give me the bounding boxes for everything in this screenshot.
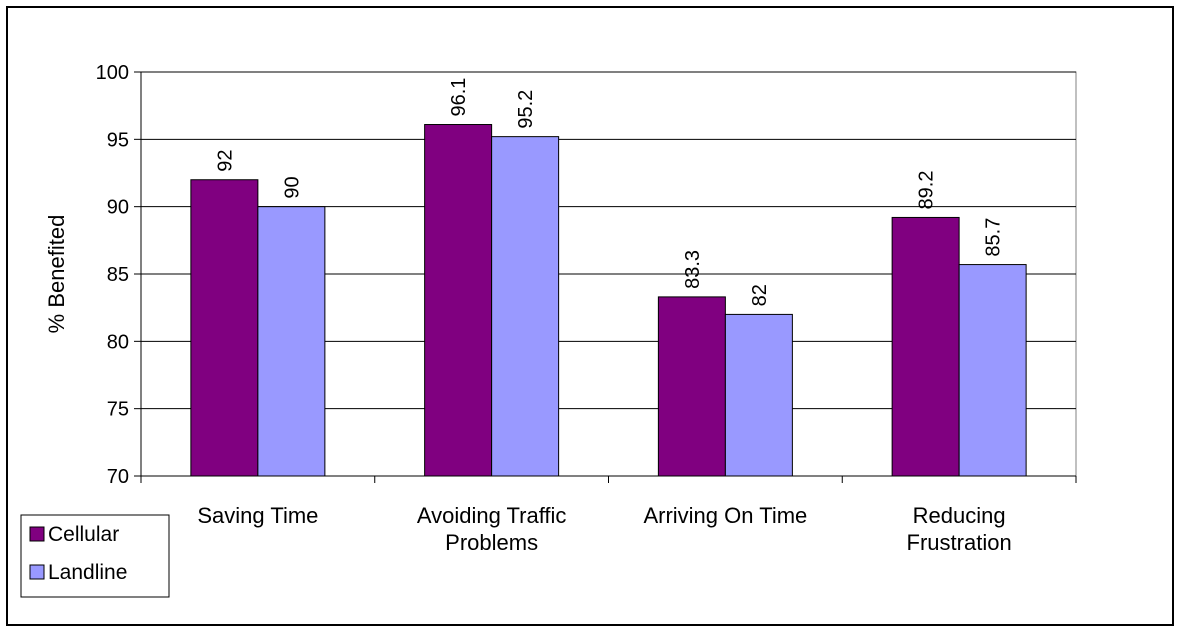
- y-tick-label: 85: [107, 264, 129, 286]
- bar-landline-0: [257, 206, 326, 477]
- data-label: 92: [214, 149, 236, 171]
- y-tick-label: 75: [107, 399, 129, 421]
- data-label: 96.1: [448, 78, 470, 117]
- y-tick-label: 70: [107, 466, 129, 488]
- y-tick-label: 100: [96, 62, 129, 84]
- x-category-label: Frustration: [907, 530, 1012, 555]
- legend-swatch-landline: [29, 564, 45, 580]
- y-axis-title: % Benefited: [44, 215, 69, 334]
- y-tick-label: 90: [107, 197, 129, 219]
- legend: [20, 514, 170, 598]
- legend-label-cellular: Cellular: [48, 523, 119, 546]
- bar-cellular-1: [424, 124, 493, 477]
- bar-cellular-0: [190, 179, 259, 477]
- data-label: 85.7: [983, 218, 1005, 257]
- x-category-label: Reducing: [913, 503, 1006, 528]
- bar-landline-2: [724, 313, 793, 477]
- legend-swatch-cellular: [29, 526, 45, 542]
- data-label: 89.2: [916, 171, 938, 210]
- x-category-label: Avoiding Traffic: [417, 503, 567, 528]
- x-category-label: Arriving On Time: [643, 503, 807, 528]
- bar-landline-3: [958, 264, 1027, 477]
- x-category-label: Saving Time: [197, 503, 318, 528]
- bar-landline-1: [491, 136, 560, 477]
- x-category-label: Problems: [445, 530, 538, 555]
- data-label: 95.2: [515, 90, 537, 129]
- bar-cellular-2: [657, 296, 726, 477]
- y-tick-label: 80: [107, 331, 129, 353]
- data-label: 83.3: [682, 250, 704, 289]
- bar-cellular-3: [891, 216, 960, 477]
- data-label: 90: [281, 176, 303, 198]
- legend-label-landline: Landline: [48, 561, 127, 584]
- y-tick-label: 95: [107, 129, 129, 151]
- data-label: 82: [749, 284, 771, 306]
